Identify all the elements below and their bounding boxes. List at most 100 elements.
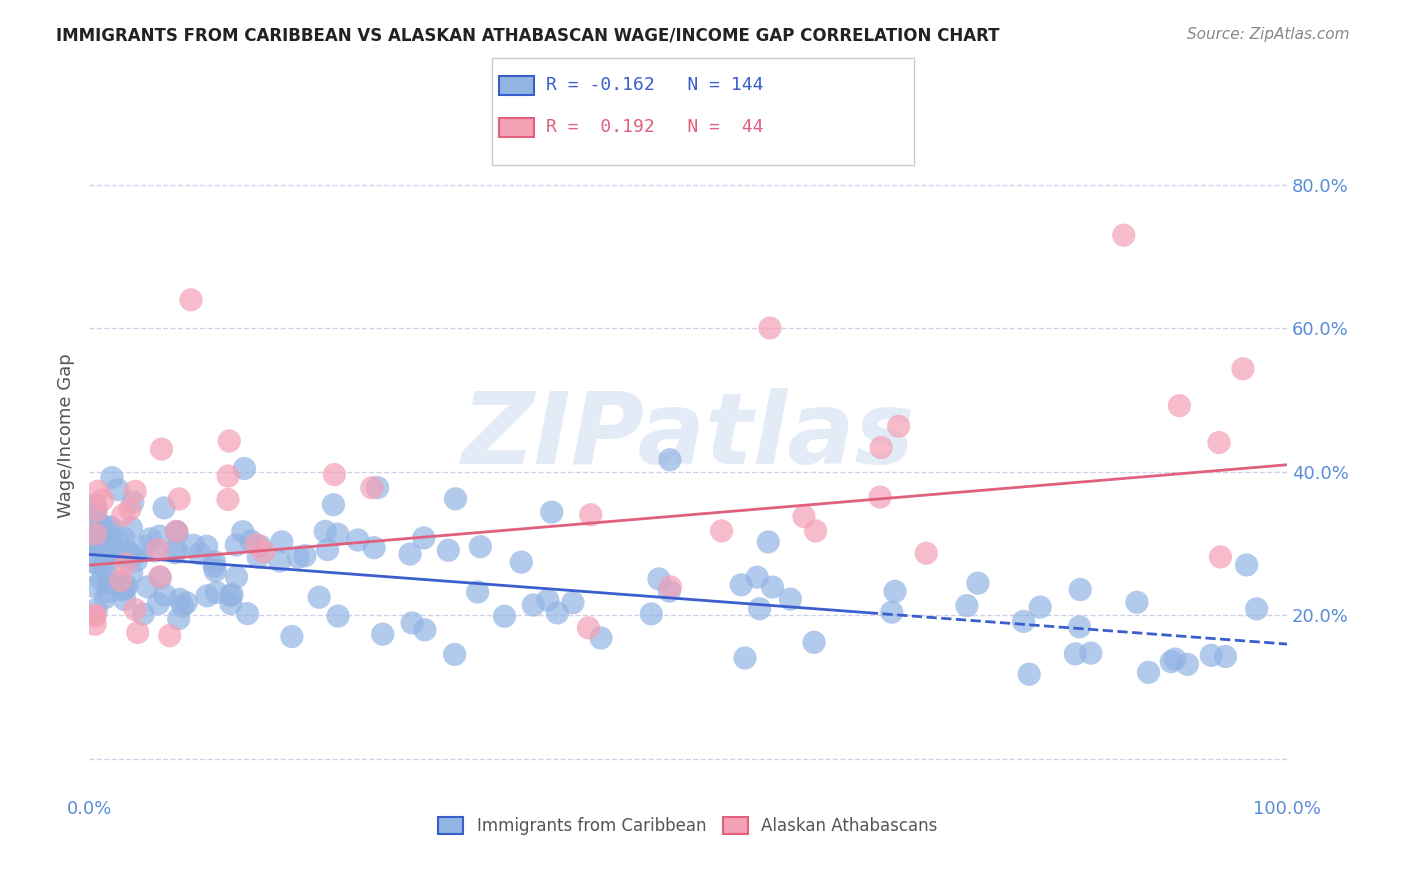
Point [1215,649,1237,664]
Point [443,648,465,662]
Point [93,532,115,546]
Point [180,293,202,307]
Point [219,588,242,602]
Point [167,612,190,626]
Point [112,531,135,545]
Point [761,580,783,594]
Point [149,571,172,585]
Point [779,592,801,607]
Text: R =  0.192   N =  44: R = 0.192 N = 44 [546,118,763,136]
Point [576,621,599,635]
Point [219,597,242,611]
Point [165,524,187,539]
Point [1209,549,1232,564]
Point [249,539,271,553]
Point [217,492,239,507]
Point [100,520,122,534]
Point [748,601,770,615]
Point [399,547,422,561]
Point [347,533,370,547]
Point [470,540,492,554]
Point [87,537,110,551]
Point [887,419,910,434]
Point [537,593,560,607]
Point [115,545,138,559]
Point [240,533,263,548]
Point [127,625,149,640]
Point [84,498,107,512]
Point [110,549,132,564]
Point [150,442,173,457]
Point [84,537,107,551]
Point [413,623,436,637]
Point [1168,399,1191,413]
Point [247,550,270,565]
Point [363,541,385,555]
Point [204,564,226,578]
Point [540,505,562,519]
Point [97,521,120,535]
Point [96,542,118,557]
Point [308,591,330,605]
Point [1069,582,1091,597]
Point [124,602,146,616]
Point [747,570,769,584]
Point [734,651,756,665]
Point [1080,646,1102,660]
Point [1069,620,1091,634]
Point [730,578,752,592]
Point [546,606,568,620]
Point [270,534,292,549]
Point [884,584,907,599]
Point [316,542,339,557]
Y-axis label: Wage/Income Gap: Wage/Income Gap [58,354,75,518]
Point [84,534,107,549]
Point [225,570,247,584]
Point [136,580,159,594]
Point [125,554,148,568]
Point [217,469,239,483]
Point [1112,228,1135,243]
Point [166,543,188,558]
Point [86,525,108,540]
Point [94,591,117,605]
Point [1029,600,1052,615]
Point [115,580,138,594]
Point [245,538,267,552]
Point [322,498,344,512]
Point [326,609,349,624]
Point [195,589,218,603]
Point [84,507,107,521]
Point [93,558,115,572]
Point [90,573,112,587]
Point [121,566,143,581]
Point [90,517,112,532]
Point [172,599,194,613]
Point [401,615,423,630]
Point [87,557,110,571]
Point [870,441,893,455]
Point [84,500,107,515]
Point [153,500,176,515]
Point [869,490,891,504]
Point [232,524,254,539]
Point [107,483,129,497]
Point [143,544,166,558]
Point [759,321,782,335]
Point [84,527,107,541]
Point [648,572,671,586]
Point [149,569,172,583]
Point [114,582,136,596]
Point [121,495,143,509]
Point [287,550,309,565]
Point [111,508,134,523]
Point [167,491,190,506]
Point [561,596,583,610]
Point [589,631,612,645]
Point [756,535,779,549]
Point [915,546,938,560]
Point [112,546,135,560]
Point [218,434,240,448]
Point [165,546,187,560]
Point [159,629,181,643]
